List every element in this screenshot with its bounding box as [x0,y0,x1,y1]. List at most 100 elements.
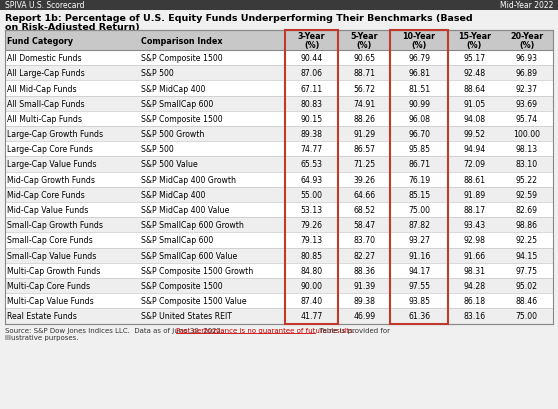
Text: 96.08: 96.08 [408,115,430,124]
Text: 91.39: 91.39 [353,281,375,290]
Text: 88.17: 88.17 [463,206,485,215]
Text: 68.52: 68.52 [353,206,375,215]
Text: 92.59: 92.59 [516,191,538,200]
Text: 94.28: 94.28 [463,281,485,290]
Text: 92.37: 92.37 [516,84,538,93]
Text: 91.66: 91.66 [463,251,485,260]
Text: 92.48: 92.48 [463,69,485,78]
Text: 91.29: 91.29 [353,130,375,139]
Text: 98.86: 98.86 [516,221,538,230]
Text: Large-Cap Value Funds: Large-Cap Value Funds [7,160,97,169]
Text: 10-Year
(%): 10-Year (%) [403,31,436,50]
Text: Small-Cap Growth Funds: Small-Cap Growth Funds [7,221,103,230]
Bar [5,172,553,187]
Text: 67.11: 67.11 [301,84,323,93]
Bar [5,187,553,202]
Bar [5,31,553,51]
Text: Past performance is no guarantee of future results.: Past performance is no guarantee of futu… [176,327,355,333]
Text: 41.77: 41.77 [301,312,323,321]
Text: 79.26: 79.26 [301,221,323,230]
Text: S&P 500 Value: S&P 500 Value [141,160,198,169]
Bar [5,112,553,127]
Text: 80.85: 80.85 [301,251,323,260]
Text: Multi-Cap Growth Funds: Multi-Cap Growth Funds [7,266,100,275]
Bar [285,31,338,324]
Text: 85.15: 85.15 [408,191,430,200]
Text: Mid-Year 2022: Mid-Year 2022 [499,1,553,10]
Text: S&P MidCap 400: S&P MidCap 400 [141,191,206,200]
Text: S&P 500: S&P 500 [141,145,174,154]
Text: 64.66: 64.66 [353,191,375,200]
Text: S&P SmallCap 600 Value: S&P SmallCap 600 Value [141,251,238,260]
Text: 97.55: 97.55 [408,281,430,290]
Text: 88.46: 88.46 [516,297,538,306]
Text: Fund Category: Fund Category [7,36,73,45]
Text: 86.57: 86.57 [353,145,375,154]
Text: 91.89: 91.89 [463,191,485,200]
Text: 95.74: 95.74 [516,115,538,124]
Bar [5,51,553,66]
Text: 91.05: 91.05 [463,99,485,108]
Text: S&P Composite 1500 Growth: S&P Composite 1500 Growth [141,266,254,275]
Text: 82.27: 82.27 [353,251,375,260]
Text: 89.38: 89.38 [353,297,375,306]
Text: 87.06: 87.06 [301,69,323,78]
Text: 84.80: 84.80 [301,266,323,275]
Bar [5,97,553,112]
Text: 75.00: 75.00 [516,312,538,321]
Bar [5,81,553,97]
Text: Comparison Index: Comparison Index [141,36,223,45]
Text: 94.15: 94.15 [516,251,538,260]
Text: Small-Cap Value Funds: Small-Cap Value Funds [7,251,97,260]
Text: 56.72: 56.72 [353,84,375,93]
Text: 92.25: 92.25 [516,236,538,245]
Bar [5,31,553,324]
Text: 96.89: 96.89 [516,69,538,78]
Text: 89.38: 89.38 [301,130,323,139]
Text: 94.17: 94.17 [408,266,430,275]
Text: 98.13: 98.13 [516,145,538,154]
Text: 39.26: 39.26 [353,175,375,184]
Text: 86.71: 86.71 [408,160,430,169]
Text: Real Estate Funds: Real Estate Funds [7,312,77,321]
Text: S&P MidCap 400 Value: S&P MidCap 400 Value [141,206,230,215]
Text: 74.77: 74.77 [301,145,323,154]
Text: All Large-Cap Funds: All Large-Cap Funds [7,69,85,78]
Text: 90.00: 90.00 [301,281,323,290]
Text: 93.43: 93.43 [463,221,485,230]
Text: 88.64: 88.64 [463,84,485,93]
Text: 76.19: 76.19 [408,175,430,184]
Text: 83.16: 83.16 [463,312,485,321]
Bar [5,202,553,218]
Text: 96.93: 96.93 [516,54,538,63]
Text: 81.51: 81.51 [408,84,430,93]
Text: S&P SmallCap 600 Growth: S&P SmallCap 600 Growth [141,221,244,230]
Text: 82.69: 82.69 [516,206,538,215]
Bar [5,294,553,309]
Bar [5,309,553,324]
Text: 65.53: 65.53 [301,160,323,169]
Text: S&P SmallCap 600: S&P SmallCap 600 [141,99,214,108]
Text: All Multi-Cap Funds: All Multi-Cap Funds [7,115,82,124]
Text: 72.09: 72.09 [463,160,485,169]
Text: 93.85: 93.85 [408,297,430,306]
Bar [0,0,558,11]
Text: 15-Year
(%): 15-Year (%) [458,31,491,50]
Bar [5,127,553,142]
Text: Multi-Cap Value Funds: Multi-Cap Value Funds [7,297,94,306]
Text: 64.93: 64.93 [301,175,323,184]
Text: 95.02: 95.02 [516,281,538,290]
Text: 96.81: 96.81 [408,69,430,78]
Text: Multi-Cap Core Funds: Multi-Cap Core Funds [7,281,90,290]
Text: Small-Cap Core Funds: Small-Cap Core Funds [7,236,93,245]
Text: 3-Year
(%): 3-Year (%) [298,31,325,50]
Text: S&P Composite 1500: S&P Composite 1500 [141,281,223,290]
Text: S&P Composite 1500: S&P Composite 1500 [141,54,223,63]
Text: Source: S&P Dow Jones Indices LLC.  Data as of June 30, 2022.: Source: S&P Dow Jones Indices LLC. Data … [5,327,228,333]
Text: 83.10: 83.10 [516,160,538,169]
Bar [391,31,448,324]
Text: 74.91: 74.91 [353,99,376,108]
Text: 88.71: 88.71 [353,69,375,78]
Bar [5,31,553,324]
Text: SPIVA U.S. Scorecard: SPIVA U.S. Scorecard [5,1,84,10]
